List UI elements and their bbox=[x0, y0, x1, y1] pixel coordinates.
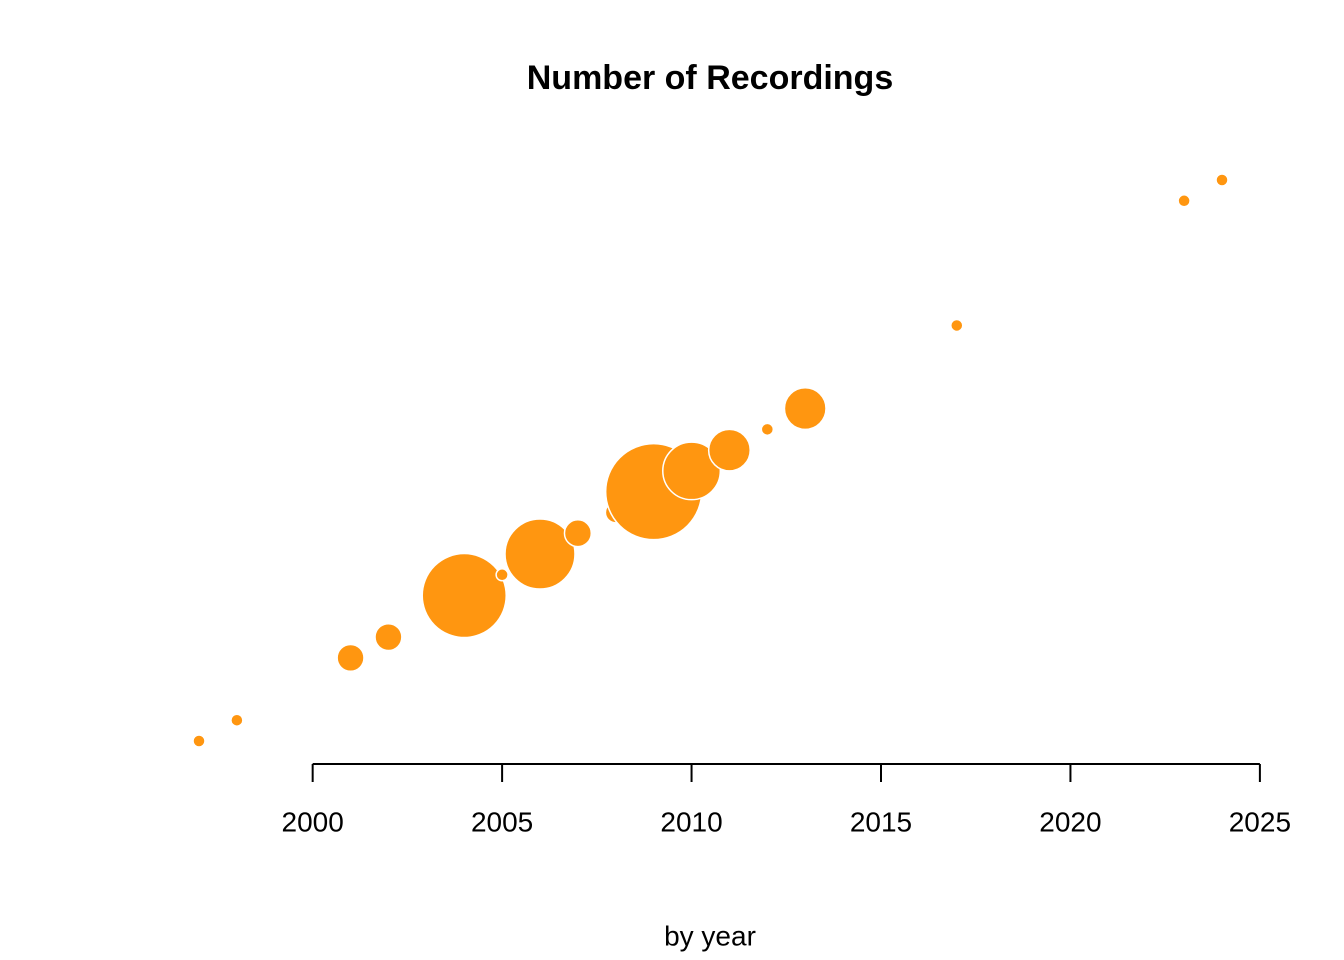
bubble bbox=[192, 734, 206, 748]
bubble bbox=[707, 428, 751, 472]
chart-title: Number of Recordings bbox=[527, 59, 893, 97]
bubble bbox=[504, 518, 576, 590]
bubble bbox=[336, 643, 365, 673]
x-tick-label: 2000 bbox=[282, 806, 344, 837]
bubble bbox=[1215, 173, 1229, 187]
bubble bbox=[421, 552, 507, 639]
bubble bbox=[783, 387, 827, 431]
x-tick-label: 2015 bbox=[850, 806, 912, 837]
bubble bbox=[760, 422, 775, 437]
bubble bbox=[495, 568, 509, 582]
bubble bbox=[662, 441, 722, 501]
x-tick-label: 2025 bbox=[1229, 806, 1291, 837]
x-axis-label: by year bbox=[664, 920, 756, 951]
bubble bbox=[1177, 194, 1191, 208]
bubble bbox=[950, 318, 964, 333]
x-tick-label: 2005 bbox=[471, 806, 533, 837]
bubble bbox=[230, 713, 244, 727]
x-tick-label: 2010 bbox=[660, 806, 722, 837]
bubble bbox=[374, 622, 403, 652]
x-tick-label: 2020 bbox=[1039, 806, 1101, 837]
bubble bbox=[563, 519, 593, 548]
